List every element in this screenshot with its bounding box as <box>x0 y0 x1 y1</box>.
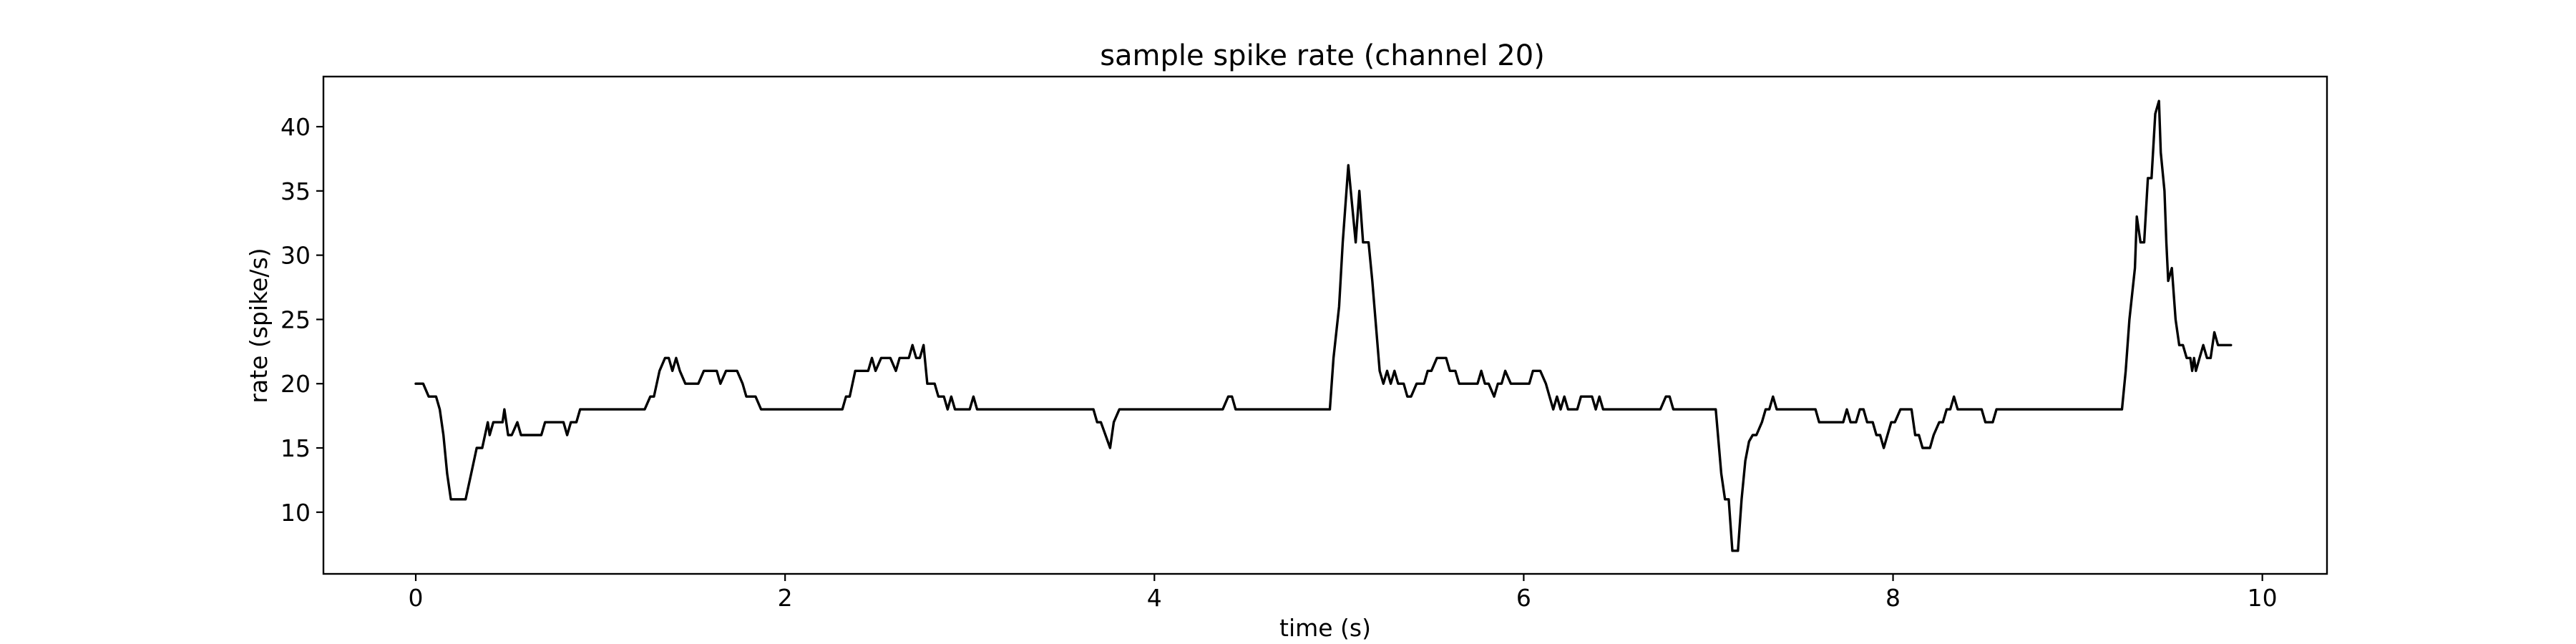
axis-ticks: 0 2 4 6 8 10 10 15 20 25 30 35 40 <box>280 113 2278 612</box>
plot-area <box>323 77 2327 574</box>
plot-frame <box>322 75 2328 575</box>
x-tick-label: 2 <box>778 584 793 612</box>
x-tick-label: 4 <box>1147 584 1162 612</box>
y-tick-label: 15 <box>280 434 311 462</box>
y-tick-label: 30 <box>280 242 311 270</box>
x-tick-label: 0 <box>409 584 424 612</box>
chart-title: sample spike rate (channel 20) <box>1100 39 1545 72</box>
x-axis-label: time (s) <box>1279 614 1371 642</box>
x-tick-label: 6 <box>1516 584 1531 612</box>
y-tick-label: 25 <box>280 306 311 333</box>
x-tick-label: 10 <box>2248 584 2278 612</box>
y-tick-label: 35 <box>280 177 311 205</box>
y-tick-label: 10 <box>280 499 311 527</box>
y-axis-label: rate (spike/s) <box>245 248 273 403</box>
x-tick-label: 8 <box>1885 584 1901 612</box>
y-tick-label: 20 <box>280 370 311 398</box>
y-tick-label: 40 <box>280 113 311 141</box>
series-line <box>414 99 2233 552</box>
